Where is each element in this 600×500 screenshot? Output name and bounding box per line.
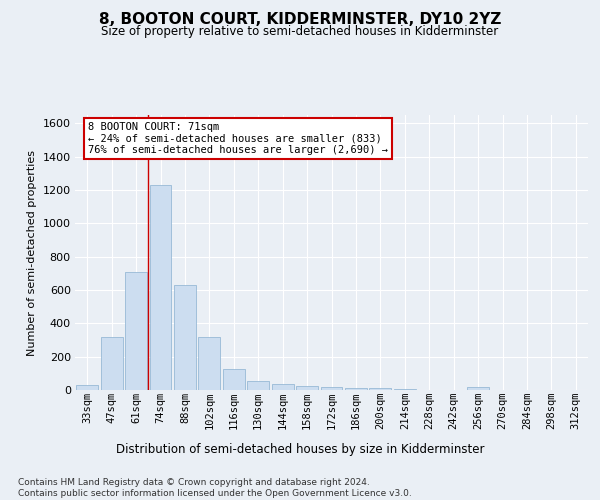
Bar <box>467 387 489 390</box>
Bar <box>370 388 391 390</box>
Text: Size of property relative to semi-detached houses in Kidderminster: Size of property relative to semi-detach… <box>101 25 499 38</box>
Bar <box>272 384 293 390</box>
Bar <box>345 388 367 390</box>
Bar <box>101 336 122 390</box>
Bar <box>125 272 147 390</box>
Bar <box>149 185 172 390</box>
Bar <box>296 386 318 390</box>
Text: 8 BOOTON COURT: 71sqm
← 24% of semi-detached houses are smaller (833)
76% of sem: 8 BOOTON COURT: 71sqm ← 24% of semi-deta… <box>88 122 388 155</box>
Text: 8, BOOTON COURT, KIDDERMINSTER, DY10 2YZ: 8, BOOTON COURT, KIDDERMINSTER, DY10 2YZ <box>99 12 501 28</box>
Bar <box>174 285 196 390</box>
Bar <box>76 386 98 390</box>
Bar <box>223 369 245 390</box>
Bar <box>247 381 269 390</box>
Y-axis label: Number of semi-detached properties: Number of semi-detached properties <box>27 150 37 356</box>
Text: Contains HM Land Registry data © Crown copyright and database right 2024.
Contai: Contains HM Land Registry data © Crown c… <box>18 478 412 498</box>
Bar <box>394 389 416 390</box>
Text: Distribution of semi-detached houses by size in Kidderminster: Distribution of semi-detached houses by … <box>116 442 484 456</box>
Bar <box>320 387 343 390</box>
Bar <box>199 336 220 390</box>
